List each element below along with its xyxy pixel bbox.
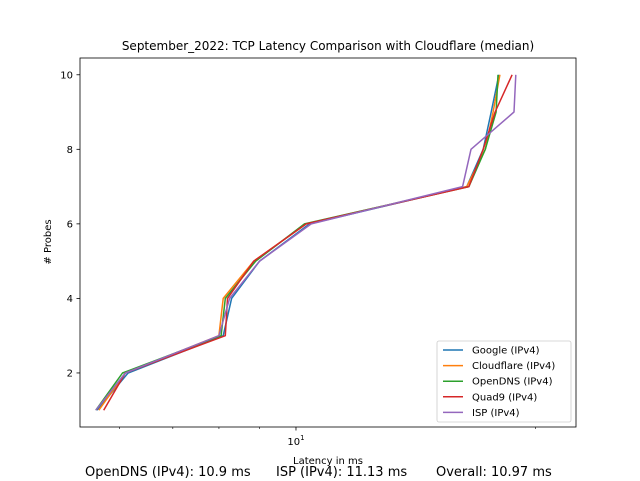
y-tick-label: 2	[67, 368, 73, 379]
plot-frame	[79, 57, 577, 428]
series-line-quad9-ipv4	[103, 74, 513, 411]
legend-entry: OpenDNS (IPv4)	[472, 377, 553, 388]
legend-entry: Cloudflare (IPv4)	[472, 361, 555, 372]
footer-isp: ISP (IPv4): 11.13 ms	[276, 465, 408, 480]
series-line-isp-ipv4	[95, 74, 517, 411]
y-tick-label: 4	[67, 294, 73, 305]
y-tick-label: 8	[67, 145, 73, 156]
footer-opendns: OpenDNS (IPv4): 10.9 ms	[85, 465, 251, 480]
y-tick-label: 10	[60, 70, 73, 81]
x-tick-label: 101	[287, 434, 304, 448]
x-axis-label: Latency in ms	[293, 456, 363, 467]
axis-ticks: 2 4 6 8 10 101	[60, 70, 536, 448]
legend-entry: Quad9 (IPv4)	[472, 392, 537, 403]
legend: Google (IPv4) Cloudflare (IPv4) OpenDNS (I…	[436, 340, 572, 423]
series-lines	[95, 74, 517, 411]
legend-entry: ISP (IPv4)	[472, 408, 520, 419]
y-axis-label: # Probes	[43, 219, 54, 264]
chart-title: September_2022: TCP Latency Comparison w…	[122, 39, 534, 53]
footer-overall: Overall: 10.97 ms	[436, 465, 552, 480]
legend-entry: Google (IPv4)	[472, 346, 540, 357]
footer-summary: OpenDNS (IPv4): 10.9 ms ISP (IPv4): 11.1…	[0, 465, 640, 481]
legend-box	[436, 340, 572, 423]
y-tick-label: 6	[67, 219, 73, 230]
